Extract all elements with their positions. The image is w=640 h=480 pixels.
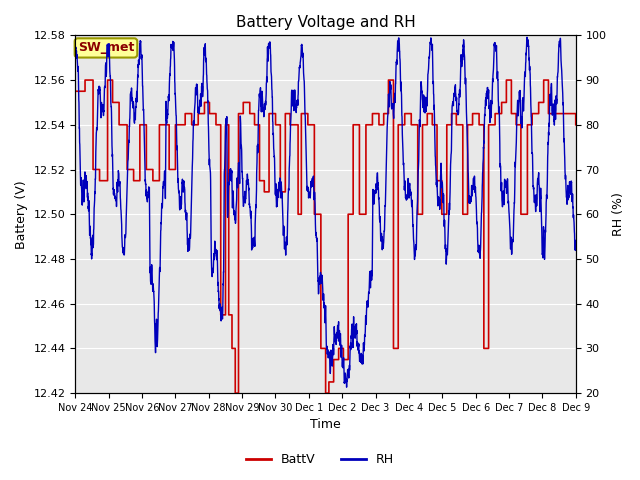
- Y-axis label: Battery (V): Battery (V): [15, 180, 28, 249]
- X-axis label: Time: Time: [310, 419, 341, 432]
- Y-axis label: RH (%): RH (%): [612, 192, 625, 236]
- Title: Battery Voltage and RH: Battery Voltage and RH: [236, 15, 415, 30]
- Text: SW_met: SW_met: [78, 41, 134, 54]
- Legend: BattV, RH: BattV, RH: [241, 448, 399, 471]
